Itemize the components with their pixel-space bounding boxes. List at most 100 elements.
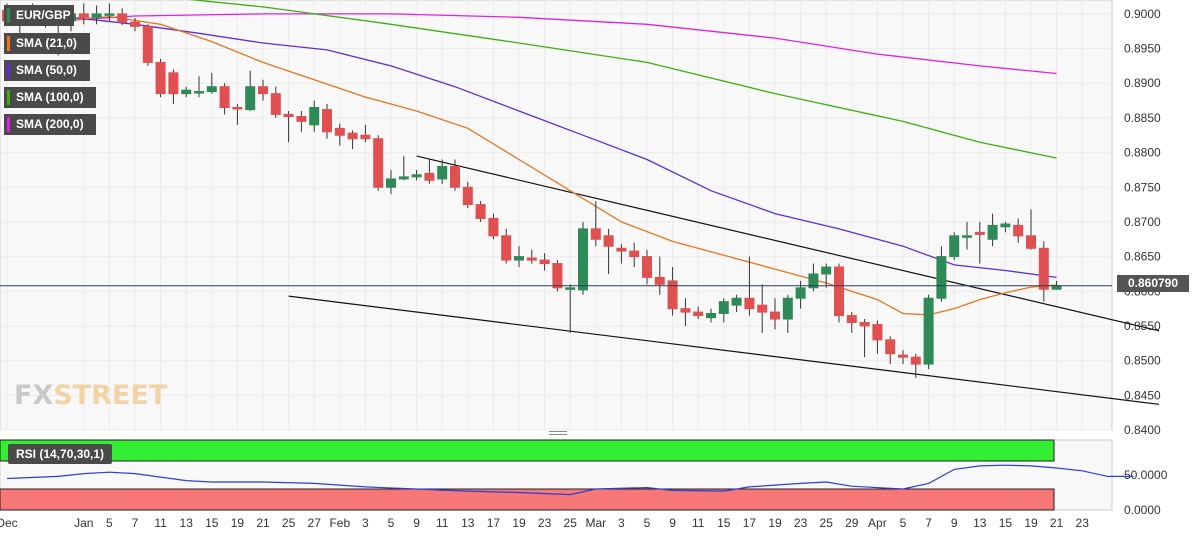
candle-body [514, 256, 524, 261]
rsi-legend-label: RSI (14,70,30,1) [16, 447, 105, 461]
x-tick-label: 17 [487, 516, 501, 530]
candle-body [501, 235, 512, 261]
x-tick-label: 11 [692, 516, 705, 530]
x-tick-label: Apr [868, 516, 887, 530]
candle-body [450, 165, 460, 188]
candle-body [757, 304, 768, 313]
candle-body [526, 257, 537, 261]
legend-label: SMA (50,0) [16, 63, 77, 77]
candle-body [795, 287, 806, 299]
x-tick-label: 5 [900, 516, 907, 530]
x-tick-label: 13 [461, 516, 475, 530]
candle-body [194, 91, 204, 94]
legend-item-2[interactable]: SMA (50,0) [4, 60, 90, 81]
x-tick-label: 7 [925, 516, 932, 530]
candle-body [962, 235, 972, 238]
candle-body [488, 217, 499, 237]
y-tick-label: 0.8800 [1124, 146, 1161, 160]
x-tick-label: 23 [1076, 516, 1090, 530]
legend-item-3[interactable]: SMA (100,0) [4, 87, 96, 108]
x-tick-label: 11 [436, 516, 449, 530]
candle-body [744, 297, 755, 310]
y-tick-label: 0.8950 [1124, 42, 1161, 56]
y-tick-label: 0.8850 [1124, 111, 1161, 125]
rsi-overbought-zone [0, 439, 1055, 462]
candle-body [1013, 224, 1024, 237]
candle-body [270, 93, 281, 115]
candle-body [245, 86, 256, 111]
candle-body [322, 109, 332, 133]
candle-body [898, 354, 908, 358]
candle-body [424, 172, 435, 181]
candle-body [667, 280, 678, 310]
rsi-oversold-zone [0, 488, 1055, 511]
candle-body [629, 250, 640, 258]
candle-body [654, 276, 665, 285]
candle-body [872, 324, 883, 341]
x-tick-label: 15 [999, 516, 1013, 530]
x-tick-label: 23 [794, 516, 808, 530]
legend-label: SMA (100,0) [16, 90, 84, 104]
candle-body [949, 235, 960, 258]
candle-body [731, 297, 742, 306]
candle-body [219, 86, 230, 109]
x-tick-label: 17 [743, 516, 757, 530]
candle-body [475, 204, 486, 219]
candle-body [232, 107, 243, 110]
candle-body [1000, 223, 1011, 228]
candle-body [347, 132, 358, 140]
candle-body [206, 86, 217, 93]
legend-item-4[interactable]: SMA (200,0) [4, 114, 96, 135]
x-tick-label: 25 [820, 516, 834, 530]
candle-body [309, 107, 320, 126]
x-tick-label: Jan [74, 516, 93, 530]
x-tick-label: 29 [845, 516, 859, 530]
trendline [288, 295, 1160, 405]
candle-body [680, 308, 691, 313]
pane-resize-handle[interactable] [549, 431, 567, 437]
candle-body [104, 13, 115, 16]
candle-body [808, 273, 819, 289]
legend-label: EUR/GBP [16, 8, 71, 22]
x-tick-label: 27 [308, 516, 322, 530]
candle-body [821, 266, 832, 275]
candle-body [168, 72, 179, 95]
x-tick-label: 13 [180, 516, 194, 530]
x-tick-label: Feb [329, 516, 350, 530]
candle-body [539, 259, 550, 265]
candle-body [296, 116, 307, 122]
candle-body [462, 186, 473, 206]
candle-body [411, 174, 422, 178]
y-tick-label: 0.8650 [1124, 250, 1161, 264]
candle-body [642, 256, 652, 278]
candle-body [117, 13, 128, 23]
y-tick-label: 0.8900 [1124, 76, 1161, 90]
legend-swatch [7, 117, 10, 132]
rsi-tick-label: 50.0000 [1124, 468, 1168, 482]
x-tick-label: 15 [205, 516, 219, 530]
y-tick-label: 0.8700 [1124, 215, 1161, 229]
legend-item-1[interactable]: SMA (21,0) [4, 33, 90, 54]
x-tick-label: 19 [1024, 516, 1038, 530]
x-tick-label: 21 [256, 516, 270, 530]
legend-swatch [7, 63, 10, 78]
sma-200-line [6, 13, 1057, 75]
sma-100-line [188, 0, 1057, 159]
candle-body [603, 235, 614, 247]
x-tick-label: 9 [951, 516, 958, 530]
x-tick-label: Mar [585, 516, 606, 530]
candle-body [258, 86, 268, 95]
legend-swatch [7, 8, 10, 23]
candle-body [1038, 247, 1049, 290]
rsi-line [6, 464, 1134, 496]
x-tick-label: Dec [0, 516, 18, 530]
candle-body [910, 356, 921, 365]
current-price-tag: 0.860790 [1117, 275, 1189, 292]
candle-body [693, 311, 704, 317]
candle-body [78, 13, 89, 18]
x-tick-label: 19 [231, 516, 245, 530]
x-tick-label: 23 [538, 516, 552, 530]
x-tick-label: 5 [106, 516, 113, 530]
legend-item-0[interactable]: EUR/GBP [4, 5, 74, 26]
